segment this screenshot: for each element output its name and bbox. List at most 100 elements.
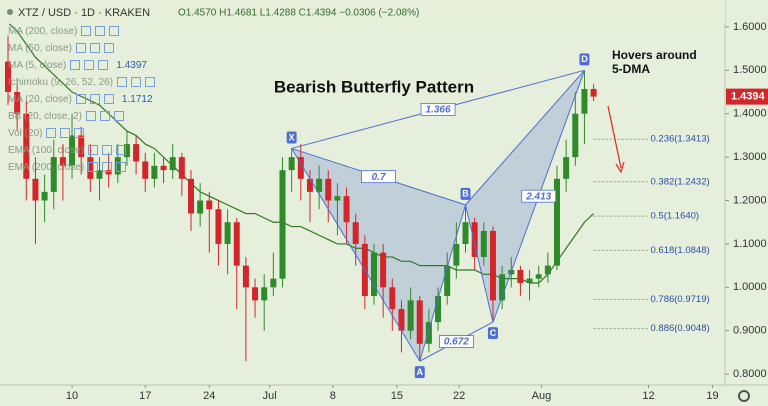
point-box (579, 53, 590, 66)
indicator-entry[interactable]: EMA (200, close) (8, 162, 127, 173)
indicator-icon[interactable] (88, 162, 99, 173)
candle-body (453, 243, 460, 266)
indicator-icon[interactable] (99, 111, 110, 122)
indicator-name: EMA (200, close) (8, 162, 85, 173)
candle-body (197, 200, 204, 214)
indicator-icon[interactable] (70, 60, 81, 71)
candle-body (279, 170, 286, 279)
x-tick-label: 17 (139, 390, 151, 402)
indicator-icon[interactable] (116, 145, 127, 156)
indicator-icon[interactable] (74, 128, 85, 139)
indicator-icon[interactable] (109, 26, 120, 37)
candle-body (352, 222, 359, 244)
indicator-name: Vol (20) (8, 128, 43, 139)
candle-body (178, 157, 185, 179)
fib-label: 0.886(0.9048) (651, 323, 710, 334)
indicator-icon[interactable] (85, 111, 96, 122)
candle-body (23, 113, 30, 179)
indicator-icon[interactable] (113, 111, 124, 122)
indicator-icon[interactable] (103, 43, 114, 54)
indicator-entry[interactable]: MA (200, close) (8, 26, 120, 37)
indicator-icon[interactable] (88, 145, 99, 156)
candle-body (343, 196, 350, 223)
ratio-label: 0.7 (372, 172, 386, 183)
indicator-icon[interactable] (145, 77, 156, 88)
y-tick-label: 1.2000 (733, 194, 767, 206)
indicator-icon[interactable] (81, 26, 92, 37)
candle-body (114, 157, 121, 175)
indicator-entry[interactable]: Ichimoku (9, 26, 52, 26) (8, 77, 156, 88)
candle-body (69, 135, 76, 166)
annotation: Hovers around (612, 48, 697, 62)
indicator-name: MA (50, close) (8, 43, 72, 54)
plot: 0.8000 0.9000 1.0000 1.1000 1.2000 1.3000 1.40… (4, 21, 768, 402)
indicator-icon[interactable] (89, 43, 100, 54)
candle-body (544, 265, 551, 275)
indicator-icon[interactable] (102, 145, 113, 156)
candle-body (14, 92, 21, 114)
indicator-entry[interactable]: MA (50, close) (8, 43, 114, 54)
indicator-icon[interactable] (89, 94, 100, 105)
header-icon (7, 9, 13, 15)
ratio-label: 0.672 (444, 337, 469, 348)
x-tick-label: 8 (330, 390, 336, 402)
indicator-icon[interactable] (95, 26, 106, 37)
candle-body (371, 252, 378, 297)
candle-body (572, 113, 579, 158)
candle-body (590, 88, 597, 97)
indicator-icon[interactable] (116, 162, 127, 173)
candle-body (297, 157, 304, 179)
x-tick-label: Jul (263, 390, 277, 402)
indicator-entry[interactable]: Vol (20) (8, 128, 85, 139)
y-tick-label: 1.1000 (733, 238, 767, 250)
candle-body (334, 196, 341, 201)
y-tick-label: 1.6000 (733, 21, 767, 33)
candle-body (87, 157, 94, 179)
indicator-icon[interactable] (103, 94, 114, 105)
header-bar (0, 0, 725, 24)
indicator-entry[interactable]: MA (5, close) 1.4397 (8, 60, 147, 71)
candle-body (224, 222, 231, 244)
indicator-icon[interactable] (60, 128, 71, 139)
candle-body (4, 61, 11, 93)
indicator-icon[interactable] (98, 60, 109, 71)
candle-body (535, 274, 542, 279)
candle-body (123, 144, 130, 158)
indicator-icon[interactable] (84, 60, 95, 71)
point-label: A (417, 367, 424, 377)
indicator-icon[interactable] (131, 77, 142, 88)
indicator-entry[interactable]: MA (20, close) 1.1712 (8, 94, 153, 105)
candle-body (242, 265, 249, 288)
point-label: B (462, 189, 469, 199)
y-tick-label: 0.9000 (733, 325, 767, 337)
y-tick-label: 1.4000 (733, 108, 767, 120)
indicator-icon[interactable] (75, 43, 86, 54)
indicator-entry[interactable]: BB (20, close, 2) (8, 111, 124, 122)
candle-body (32, 178, 39, 201)
settings-icon[interactable] (738, 390, 750, 402)
point-box (487, 327, 498, 340)
candle-body (252, 287, 259, 301)
candle-body (425, 322, 432, 344)
candle-body (462, 222, 469, 244)
candle-body (581, 88, 588, 114)
pattern-leg (465, 69, 585, 206)
ratio-box (438, 335, 474, 348)
candle-body (398, 309, 405, 331)
candle-body (306, 178, 313, 192)
candle-body (435, 296, 442, 323)
indicator-name: MA (20, close) (8, 94, 72, 105)
fib-label: 0.5(1.1640) (651, 211, 700, 222)
indicator-value: 1.4397 (116, 60, 147, 71)
indicator-icon[interactable] (102, 162, 113, 173)
candle-body (407, 300, 414, 331)
indicator-entry[interactable]: EMA (100, close) (8, 145, 127, 156)
candle-body (389, 287, 396, 310)
indicator-icon[interactable] (117, 77, 128, 88)
candle-body (50, 157, 57, 192)
indicator-icon[interactable] (75, 94, 86, 105)
ma-line (7, 22, 595, 284)
fib-label: 0.382(1.2432) (651, 176, 710, 187)
indicator-icon[interactable] (46, 128, 57, 139)
